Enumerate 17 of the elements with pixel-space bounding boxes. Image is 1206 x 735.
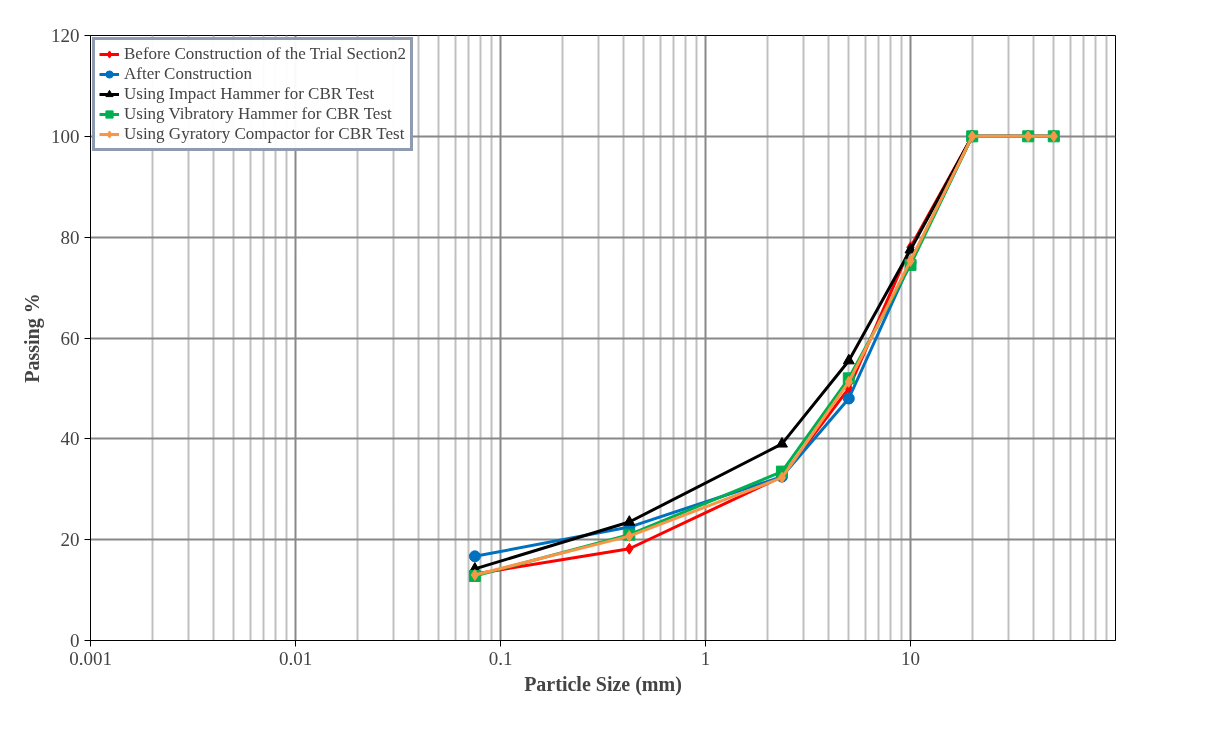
legend-label: Using Impact Hammer for CBR Test — [124, 84, 375, 104]
x-tick-label: 0.1 — [488, 647, 513, 669]
y-tick-label: 120 — [51, 25, 80, 46]
legend-label: Before Construction of the Trial Section2 — [124, 44, 406, 64]
y-tick-label: 80 — [60, 226, 80, 248]
x-tick-label: 1 — [700, 647, 711, 669]
x-axis-title: Particle Size (mm) — [524, 672, 682, 696]
y-tick-label: 40 — [60, 428, 80, 450]
x-tick-label: 0.01 — [278, 647, 313, 669]
legend-label: After Construction — [124, 64, 252, 84]
legend-label: Using Gyratory Compactor for CBR Test — [124, 124, 405, 144]
legend-label: Using Vibratory Hammer for CBR Test — [124, 104, 392, 124]
y-axis-title: Passing % — [21, 293, 44, 383]
x-tick-label: 10 — [901, 647, 920, 669]
y-tick-label: 20 — [60, 529, 80, 551]
y-tick-label: 60 — [60, 327, 80, 349]
y-tick-label: 100 — [51, 125, 80, 147]
